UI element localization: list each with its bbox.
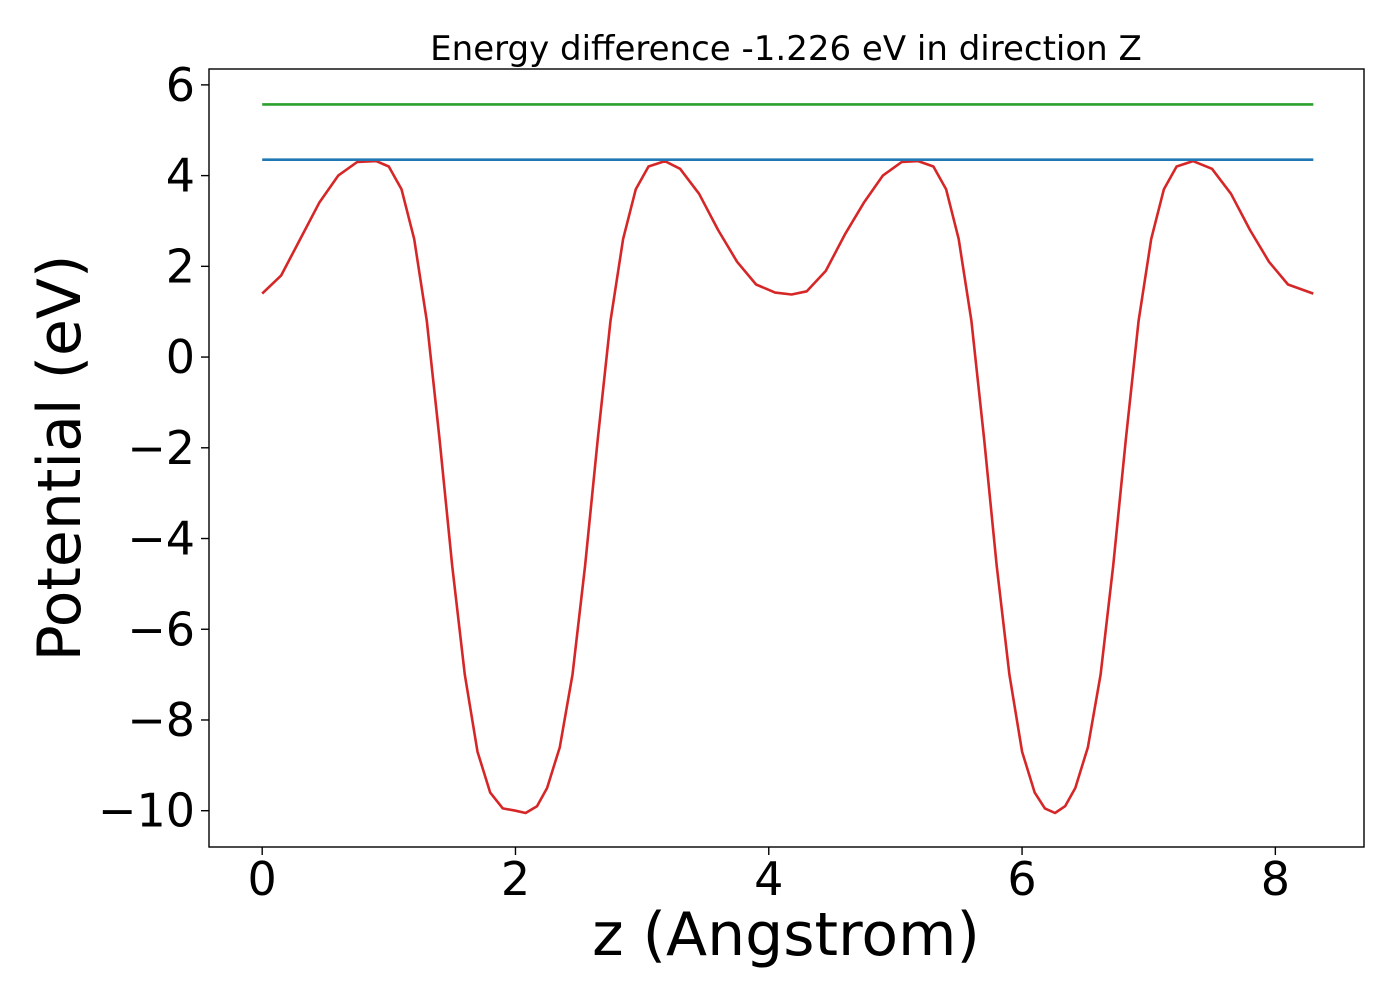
y-axis-ticks: 6 4 2 0 −2 −4 −6 −8 −10: [98, 58, 209, 838]
y-tick-label: −6: [127, 602, 195, 656]
y-tick-label: 6: [166, 58, 195, 112]
x-axis-label: z (Angstrom): [592, 900, 980, 970]
y-tick-label: −4: [127, 512, 195, 566]
y-tick-label: 4: [166, 149, 195, 203]
y-tick-label: 2: [166, 239, 195, 293]
x-axis-ticks: 0 2 4 6 8: [248, 847, 1290, 906]
y-tick-label: −10: [98, 784, 195, 838]
y-tick-label: 0: [166, 330, 195, 384]
series-layer: [261, 103, 1314, 815]
x-tick-label: 0: [248, 852, 277, 906]
x-tick-label: 4: [754, 852, 783, 906]
x-tick-label: 6: [1007, 852, 1036, 906]
y-tick-label: −2: [127, 421, 195, 475]
series-line-1: [261, 159, 1314, 815]
x-tick-label: 8: [1261, 852, 1290, 906]
y-tick-label: −8: [127, 693, 195, 747]
chart-title: Energy difference -1.226 eV in direction…: [430, 29, 1142, 69]
y-axis-label: Potential (eV): [25, 255, 95, 662]
plot-area-frame: [208, 68, 1365, 848]
x-tick-label: 2: [501, 852, 530, 906]
